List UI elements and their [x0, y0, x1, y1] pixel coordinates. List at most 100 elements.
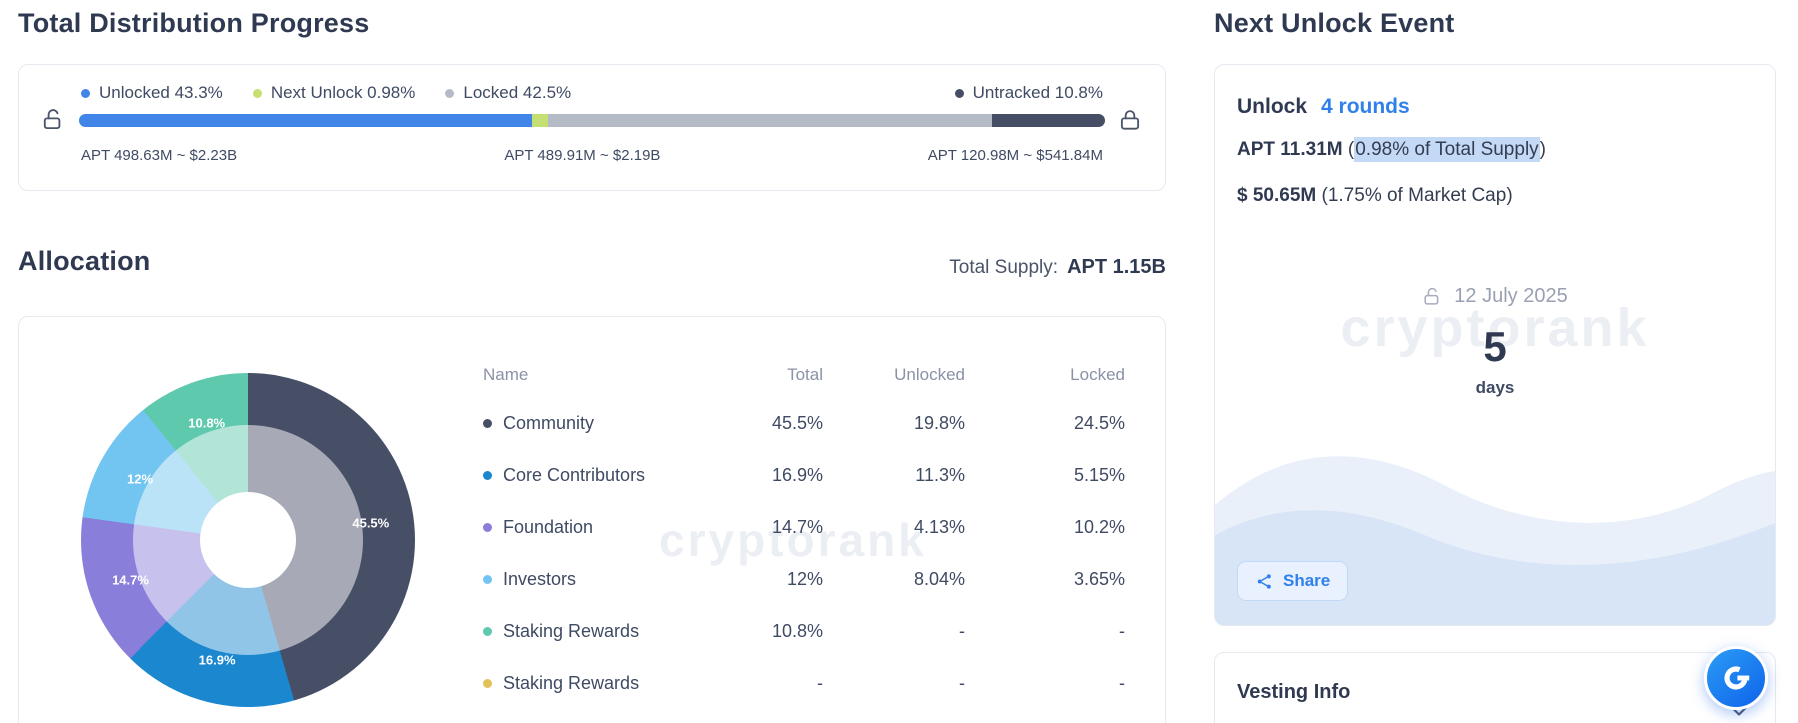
- legend-item-next-unlock: Next Unlock 0.98%: [252, 83, 416, 103]
- table-row: Staking Rewards 10.8% - -: [483, 605, 1125, 657]
- series-bullet: [483, 678, 492, 688]
- share-button[interactable]: Share: [1237, 561, 1349, 601]
- column-header-unlocked: Unlocked: [894, 365, 965, 384]
- donut-segment-label: 14.7%: [112, 572, 149, 588]
- countdown-number: 5: [1483, 323, 1507, 370]
- table-row: Foundation 14.7% 4.13% 10.2%: [483, 501, 1125, 553]
- distribution-title: Total Distribution Progress: [18, 8, 370, 38]
- series-bullet: [483, 418, 492, 428]
- legend-label: Next Unlock 0.98%: [270, 83, 416, 102]
- total-value: 12%: [786, 568, 823, 589]
- total-value: 45.5%: [771, 412, 823, 433]
- legend-dot: [252, 88, 262, 98]
- next-unlock-card: cryptorank Unlock 4 rounds APT 11.31M (0…: [1214, 64, 1776, 626]
- unlock-label: Unlock: [1237, 95, 1308, 118]
- locked-value: -: [1119, 620, 1125, 641]
- allocation-donut-chart: 45.5% 16.9% 14.7% 12% 10.8%: [81, 373, 415, 707]
- bar-segment-locked: [547, 113, 993, 127]
- legend-label: Unlocked 43.3%: [99, 83, 223, 102]
- distribution-legend-right: Untracked 10.8%: [954, 83, 1103, 103]
- donut-segment-label: 10.8%: [188, 415, 226, 431]
- series-bullet: [483, 626, 492, 636]
- share-icon: [1257, 573, 1271, 589]
- apt-supply-highlight: 0.98% of Total Supply: [1354, 137, 1540, 162]
- apt-amount-bold: APT 11.31M: [1237, 139, 1343, 160]
- allocation-card: cryptorank 45.5% 16.9% 14.7% 12% 10.8% Name T…: [18, 316, 1166, 723]
- unlocked-value: -: [959, 620, 965, 641]
- unlock-date: 12 July 2025: [1454, 285, 1568, 307]
- series-name: Investors: [503, 568, 577, 589]
- series-name: Core Contributors: [503, 464, 646, 485]
- unlocked-value: 11.3%: [915, 464, 965, 485]
- unlock-date-row: 12 July 2025: [1215, 285, 1775, 308]
- locked-value: 10.2%: [1073, 516, 1125, 537]
- total-value: 10.8%: [771, 620, 823, 641]
- vesting-info-title: Vesting Info: [1237, 681, 1351, 703]
- unlock-open-icon: [41, 107, 67, 133]
- unlock-usd-amount: $ 50.65M (1.75% of Market Cap): [1237, 185, 1513, 207]
- series-name: Staking Rewards: [503, 672, 640, 693]
- watermark: cryptorank: [659, 514, 927, 566]
- distribution-legend-left: Unlocked 43.3% Next Unlock 0.98% Locked 42…: [81, 83, 571, 103]
- apt-paren-close: ): [1539, 139, 1546, 160]
- unlocked-value: -: [959, 672, 965, 693]
- watermark: cryptorank: [1340, 298, 1650, 358]
- cryptorank-fab-button[interactable]: [1704, 646, 1768, 710]
- untracked-amount: APT 120.98M ~ $541.84M: [927, 147, 1103, 164]
- bar-segment-next-unlock: [531, 113, 548, 127]
- total-supply: Total Supply: APT 1.15B: [18, 256, 1166, 279]
- vesting-info-card[interactable]: Vesting Info: [1214, 652, 1776, 723]
- donut-labels: 45.5% 16.9% 14.7% 12% 10.8%: [81, 373, 415, 707]
- allocation-title: Allocation: [18, 246, 151, 276]
- series-name: Staking Rewards: [503, 620, 640, 641]
- locked-value: -: [1119, 672, 1125, 693]
- series-bullet: [483, 470, 492, 480]
- locked-value: 3.65%: [1073, 568, 1125, 589]
- legend-label: Untracked 10.8%: [972, 83, 1103, 102]
- allocation-table: Name Total Unlocked Locked Community 45.5% 19…: [483, 353, 1125, 709]
- legend-dot: [81, 88, 90, 98]
- chevron-down-icon[interactable]: [1727, 699, 1751, 723]
- unlock-apt-amount: APT 11.31M (0.98% of Total Supply): [1237, 137, 1546, 162]
- column-header-locked: Locked: [1070, 365, 1125, 384]
- apt-paren-open: (: [1342, 139, 1355, 160]
- allocation-table-body: Community 45.5% 19.8% 24.5% Core Contributor…: [483, 397, 1125, 709]
- distribution-progress-bar: [79, 113, 1105, 127]
- table-row: Staking Rewards - - -: [483, 657, 1125, 709]
- unlocked-value: 19.8%: [913, 412, 965, 433]
- series-bullet: [483, 522, 492, 532]
- bar-segment-untracked: [992, 113, 1105, 127]
- unlocked-value: 4.13%: [913, 516, 965, 537]
- legend-item-locked: Locked 42.5%: [445, 83, 571, 103]
- series-name: Foundation: [503, 516, 594, 537]
- usd-amount-bold: $ 50.65M: [1237, 185, 1317, 206]
- total-value: -: [817, 672, 823, 693]
- legend-item-untracked: Untracked 10.8%: [954, 83, 1103, 103]
- total-supply-label: Total Supply:: [949, 257, 1059, 278]
- lock-closed-icon: [1117, 107, 1143, 133]
- unlock-date-icon: [1422, 286, 1444, 308]
- legend-dot: [445, 88, 455, 98]
- donut-center-hole: [200, 492, 296, 588]
- table-row: Community 45.5% 19.8% 24.5%: [483, 397, 1125, 449]
- donut-segment-label: 12%: [126, 471, 154, 487]
- locked-value: 5.15%: [1073, 464, 1125, 485]
- series-name: Community: [503, 412, 595, 433]
- legend-item-unlocked: Unlocked 43.3%: [81, 83, 223, 103]
- column-header-name: Name: [483, 365, 529, 384]
- table-row: Investors 12% 8.04% 3.65%: [483, 553, 1125, 605]
- wave-decoration: [1215, 456, 1775, 625]
- legend-label: Locked 42.5%: [463, 83, 572, 102]
- locked-value: 24.5%: [1073, 412, 1125, 433]
- column-header-total: Total: [787, 365, 823, 384]
- donut-segment-label: 45.5%: [352, 515, 390, 531]
- unlock-header: Unlock 4 rounds: [1237, 95, 1410, 119]
- legend-dot: [954, 88, 964, 98]
- next-unlock-title: Next Unlock Event: [1214, 8, 1455, 38]
- distribution-progress-card: Unlocked 43.3% Next Unlock 0.98% Locked 42…: [18, 64, 1166, 191]
- rounds-link[interactable]: 4 rounds: [1321, 95, 1410, 118]
- countdown-block: 12 July 2025 5 days: [1215, 285, 1775, 398]
- cryptorank-logo-icon: [1724, 666, 1750, 690]
- countdown-unit: days: [1475, 378, 1515, 397]
